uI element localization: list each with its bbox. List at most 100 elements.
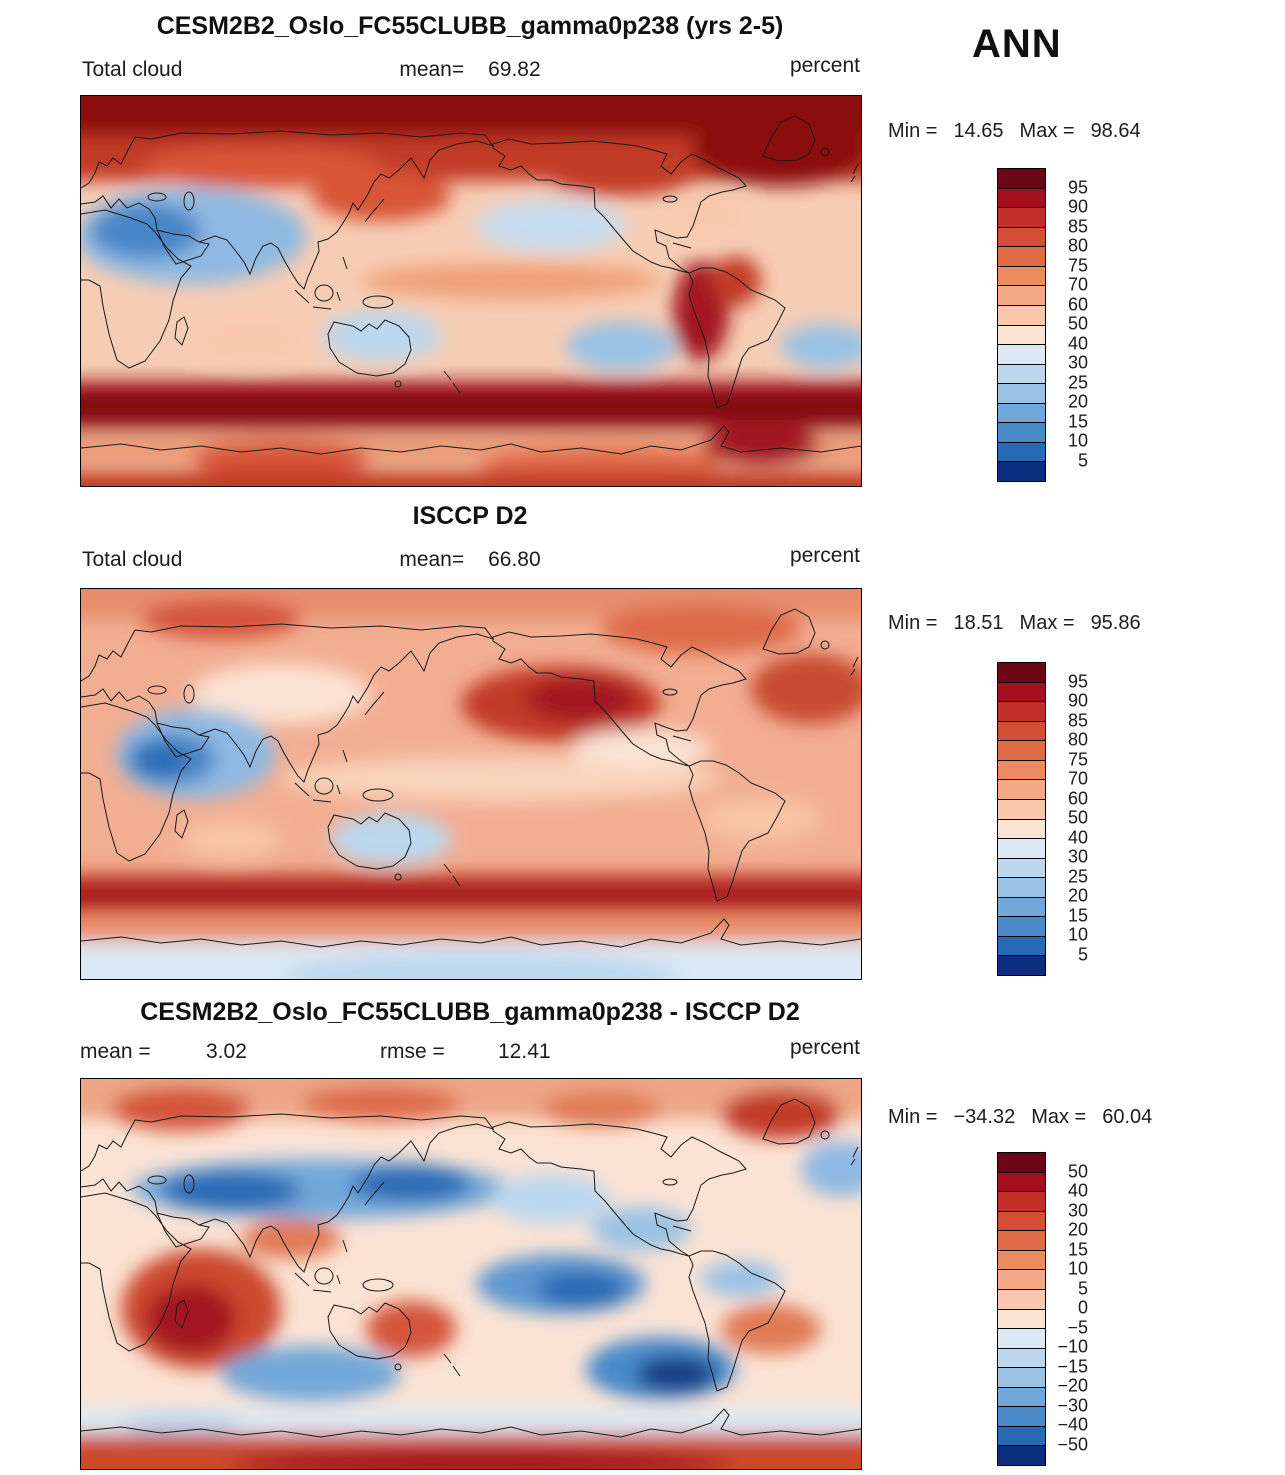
colorbar-segment — [998, 1425, 1045, 1446]
colorbar-tick-label: 80 — [1067, 235, 1088, 256]
colorbar-tick-label: −5 — [1067, 1317, 1088, 1337]
panel3-colorbar — [997, 1152, 1046, 1466]
colorbar-tick-label: 15 — [1067, 1239, 1088, 1259]
colorbar-tick-label: 95 — [1067, 671, 1088, 691]
panel1-colorbar — [997, 168, 1046, 482]
panel2-min-label: Min = — [888, 612, 938, 634]
season-label: ANN — [972, 22, 1062, 66]
colorbar-segment — [998, 1171, 1045, 1192]
colorbar-segment — [998, 1153, 1045, 1172]
panel1-max-value: 98.64 — [1090, 120, 1141, 142]
colorbar-segment — [998, 1249, 1045, 1270]
colorbar-segment — [998, 838, 1045, 858]
panel1-minmax: Min = 14.65 Max = 98.64 — [888, 120, 1141, 143]
colorbar-tick-label: 15 — [1067, 905, 1088, 925]
colorbar-tick-label: 5 — [1077, 944, 1088, 964]
colorbar-segment — [998, 896, 1045, 917]
panel2-title: ISCCP D2 — [412, 502, 528, 530]
colorbar-tick-label: 30 — [1067, 846, 1088, 867]
panel3-units-label: percent — [789, 1036, 860, 1059]
colorbar-segment — [998, 1230, 1045, 1250]
panel2-colorbar — [997, 662, 1046, 976]
colorbar-tick-label: −50 — [1057, 1434, 1088, 1454]
colorbar-tick-label: 0 — [1077, 1297, 1088, 1318]
colorbar-segment — [998, 1406, 1045, 1426]
colorbar-tick-label: 70 — [1067, 274, 1088, 295]
colorbar-segment — [998, 1445, 1045, 1465]
colorbar-segment — [998, 798, 1045, 819]
field-shading — [81, 96, 861, 486]
colorbar-segment — [998, 1347, 1045, 1368]
colorbar-tick-label: 40 — [1067, 827, 1088, 847]
colorbar-tick-label: 95 — [1067, 177, 1088, 197]
colorbar-segment — [998, 363, 1045, 384]
colorbar-segment — [998, 1269, 1045, 1289]
colorbar-tick-label: 20 — [1067, 1219, 1088, 1240]
panel1-mean-value: 69.82 — [488, 58, 541, 81]
colorbar-tick-label: 50 — [1067, 313, 1088, 334]
colorbar-segment — [998, 759, 1045, 780]
colorbar-tick-label: 30 — [1067, 352, 1088, 373]
colorbar-segment — [998, 246, 1045, 266]
panel3-map-plot — [81, 1079, 861, 1469]
panel3-info-row: mean = 3.02 rmse = 12.41 percent — [80, 1036, 860, 1068]
colorbar-tick-label: 85 — [1067, 710, 1088, 730]
panel1-max-label: Max = — [1019, 120, 1075, 142]
panel1-mean-stat: mean= 69.82 — [399, 58, 540, 82]
colorbar-tick-label: 80 — [1067, 729, 1088, 750]
panel2-map — [80, 588, 862, 980]
panel3-mean-value: 3.02 — [206, 1040, 247, 1063]
panel1-title: CESM2B2_Oslo_FC55CLUBB_gamma0p238 (yrs 2… — [156, 12, 784, 40]
panel1-map-plot — [81, 96, 861, 486]
panel2-max-value: 95.86 — [1090, 612, 1141, 634]
panel3-map — [80, 1078, 862, 1470]
colorbar-tick-label: 5 — [1077, 450, 1088, 470]
colorbar-tick-label: 10 — [1067, 924, 1088, 945]
colorbar-segment — [998, 304, 1045, 325]
colorbar-tick-label: 20 — [1067, 885, 1088, 906]
colorbar-segment — [998, 877, 1045, 897]
colorbar-tick-label: 90 — [1067, 196, 1088, 217]
colorbar-tick-label: −30 — [1057, 1395, 1088, 1415]
colorbar-segment — [998, 461, 1045, 481]
colorbar-tick-label: −20 — [1057, 1375, 1088, 1396]
colorbar-segment — [998, 402, 1045, 423]
colorbar-tick-label: 90 — [1067, 690, 1088, 711]
colorbar-segment — [998, 701, 1045, 721]
colorbar-segment — [998, 857, 1045, 878]
panel3-max-value: 60.04 — [1102, 1106, 1153, 1128]
colorbar-tick-label: 15 — [1067, 411, 1088, 431]
colorbar-segment — [998, 818, 1045, 839]
colorbar-segment — [998, 187, 1045, 208]
panel1-colorbar-labels: 95 90 85 80 75 70 60 50 40 30 25 20 15 10 5 — [1052, 168, 1088, 480]
colorbar-tick-label: 10 — [1067, 430, 1088, 451]
panel1-info-row: Total cloud mean= 69.82 percent — [80, 54, 860, 86]
colorbar-tick-label: 10 — [1067, 1258, 1088, 1279]
panel2-mean-stat: mean= 66.80 — [399, 548, 540, 572]
colorbar-tick-label: 60 — [1067, 788, 1088, 808]
field-shading — [81, 1079, 861, 1469]
colorbar-segment — [998, 1191, 1045, 1211]
panel2-units-label: percent — [789, 544, 860, 567]
colorbar-segment — [998, 265, 1045, 286]
colorbar-tick-label: 75 — [1067, 255, 1088, 275]
panel3-title: CESM2B2_Oslo_FC55CLUBB_gamma0p238 - ISCC… — [140, 998, 800, 1026]
panel2-mean-label: mean= — [399, 548, 465, 571]
colorbar-tick-label: 25 — [1067, 866, 1088, 886]
colorbar-segment — [998, 1210, 1045, 1231]
panel3-rmse-label: rmse = — [380, 1040, 445, 1063]
colorbar-tick-label: 50 — [1067, 1161, 1088, 1181]
colorbar-segment — [998, 383, 1045, 403]
panel3-minmax: Min = −34.32 Max = 60.04 — [888, 1106, 1152, 1129]
colorbar-segment — [998, 935, 1045, 956]
panel3-min-value: −34.32 — [953, 1106, 1016, 1128]
colorbar-tick-label: 60 — [1067, 294, 1088, 314]
colorbar-tick-label: 25 — [1067, 372, 1088, 392]
colorbar-segment — [998, 207, 1045, 227]
panel1-min-value: 14.65 — [953, 120, 1004, 142]
colorbar-tick-label: 20 — [1067, 391, 1088, 412]
panel2-mean-value: 66.80 — [488, 548, 541, 571]
field-shading — [81, 589, 861, 979]
colorbar-segment — [998, 663, 1045, 682]
